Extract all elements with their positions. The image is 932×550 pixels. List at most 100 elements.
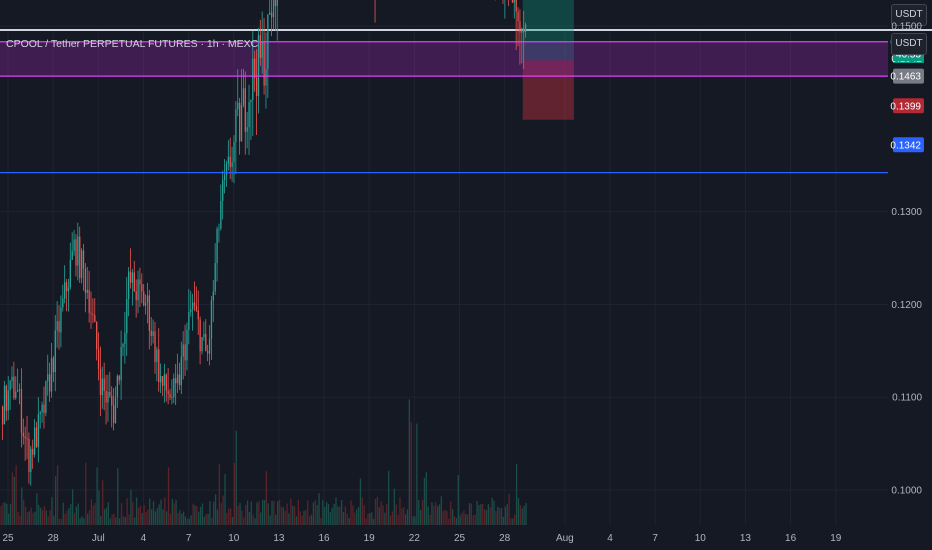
volume-bar (435, 502, 437, 525)
volume-bar (115, 517, 117, 525)
candle-body (49, 374, 51, 392)
volume-bar (175, 499, 177, 525)
volume-bar (333, 504, 335, 525)
candle-body (171, 397, 173, 399)
candle-body (13, 376, 15, 398)
candle-body (1, 406, 4, 425)
volume-bar (6, 503, 8, 525)
volume-bar (474, 514, 476, 525)
x-tick-label: 10 (695, 533, 707, 544)
candle-body (96, 322, 98, 350)
candle-body (255, 77, 258, 97)
volume-bar (167, 467, 170, 525)
candle-body (112, 405, 115, 423)
x-tick-label: 4 (607, 533, 613, 544)
volume-bar (455, 518, 458, 525)
volume-bar (182, 511, 185, 525)
volume-bar (388, 470, 390, 525)
volume-bar (499, 508, 501, 525)
volume-bar (235, 430, 237, 525)
volume-bar (412, 516, 414, 525)
candle-body (239, 102, 241, 142)
volume-bar (55, 476, 57, 525)
candle-body (144, 302, 147, 306)
time-axis: 25 28 Jul 4 7 10 13 16 19 22 25 28 Aug 4 7 10 13 16 19 (2, 533, 841, 544)
volume-bar (8, 513, 10, 525)
volume-bar (423, 477, 426, 525)
volume-bar (23, 499, 25, 525)
volume-bar (73, 513, 76, 525)
volume-bar (318, 493, 320, 525)
volume-bar (448, 518, 450, 525)
volume-bar (404, 514, 407, 525)
volume-bar (51, 497, 53, 525)
position-profit-area (522, 0, 574, 61)
volume-bar (126, 498, 128, 525)
volume-bar (282, 507, 284, 525)
candle-body (7, 390, 9, 411)
volume-bar (177, 513, 179, 525)
volume-bar (286, 503, 288, 525)
candle-body (254, 58, 256, 78)
volume-bar (491, 497, 493, 525)
support-zone (0, 41, 888, 77)
candle-body (250, 99, 252, 103)
volume-bar (337, 506, 339, 525)
candle-body (64, 282, 66, 299)
volume-bar (427, 506, 429, 525)
candle-body (248, 102, 250, 128)
candle-body (156, 349, 158, 363)
candle-body (167, 390, 169, 395)
volume-bar (103, 509, 106, 525)
volume-bar (45, 510, 47, 525)
volume-bar (414, 516, 416, 525)
volume-bar (209, 501, 211, 525)
volume-bar (295, 516, 298, 525)
candle-body (15, 391, 17, 398)
candle-body (190, 309, 192, 313)
candle-body (92, 314, 94, 316)
chart-grid (0, 25, 888, 525)
unit-button-top[interactable]: USDT (891, 4, 927, 26)
candle-body (94, 315, 96, 323)
candle-body (17, 390, 19, 392)
candle-body (519, 21, 521, 33)
volume-bar (463, 510, 465, 525)
candle-body (37, 414, 40, 447)
symbol-title[interactable]: CPOOL / Tether PERPETUAL FUTURES · 1h · … (6, 38, 259, 50)
volume-bar (493, 500, 495, 525)
volume-bar (325, 501, 328, 525)
volume-bar (231, 516, 234, 525)
candle-body (515, 0, 517, 12)
volume-bar (450, 501, 452, 525)
volume-bar (226, 512, 228, 525)
x-tick-label: 19 (830, 533, 842, 544)
x-tick-label: 13 (740, 533, 752, 544)
volume-bar (88, 510, 91, 525)
volume-bar (128, 514, 130, 525)
candle-body (210, 300, 213, 339)
volume-bar (500, 508, 503, 525)
volume-bar (348, 517, 350, 525)
volume-bar (254, 518, 256, 525)
volume-bar (36, 493, 38, 525)
volume-bar (222, 495, 224, 525)
x-tick-label: 16 (318, 533, 330, 544)
volume-bar (120, 503, 123, 525)
x-tick-label: 25 (2, 533, 14, 544)
volume-bar (489, 507, 491, 525)
volume-bar (444, 509, 446, 525)
price-axis: 0.10000.11000.12000.13000.15000.16000.17… (891, 22, 922, 497)
volume-bar (309, 516, 311, 525)
volume-bar (158, 504, 160, 525)
volume-bar (143, 505, 145, 525)
volume-bar (216, 509, 219, 525)
candle-body (201, 337, 203, 352)
volume-bar (207, 514, 209, 525)
unit-button[interactable]: USDT (891, 33, 927, 55)
y-tick-label: 0.1300 (891, 207, 922, 218)
volume-bar (211, 517, 213, 525)
candle-body (161, 376, 164, 386)
x-tick-label: 28 (499, 533, 511, 544)
